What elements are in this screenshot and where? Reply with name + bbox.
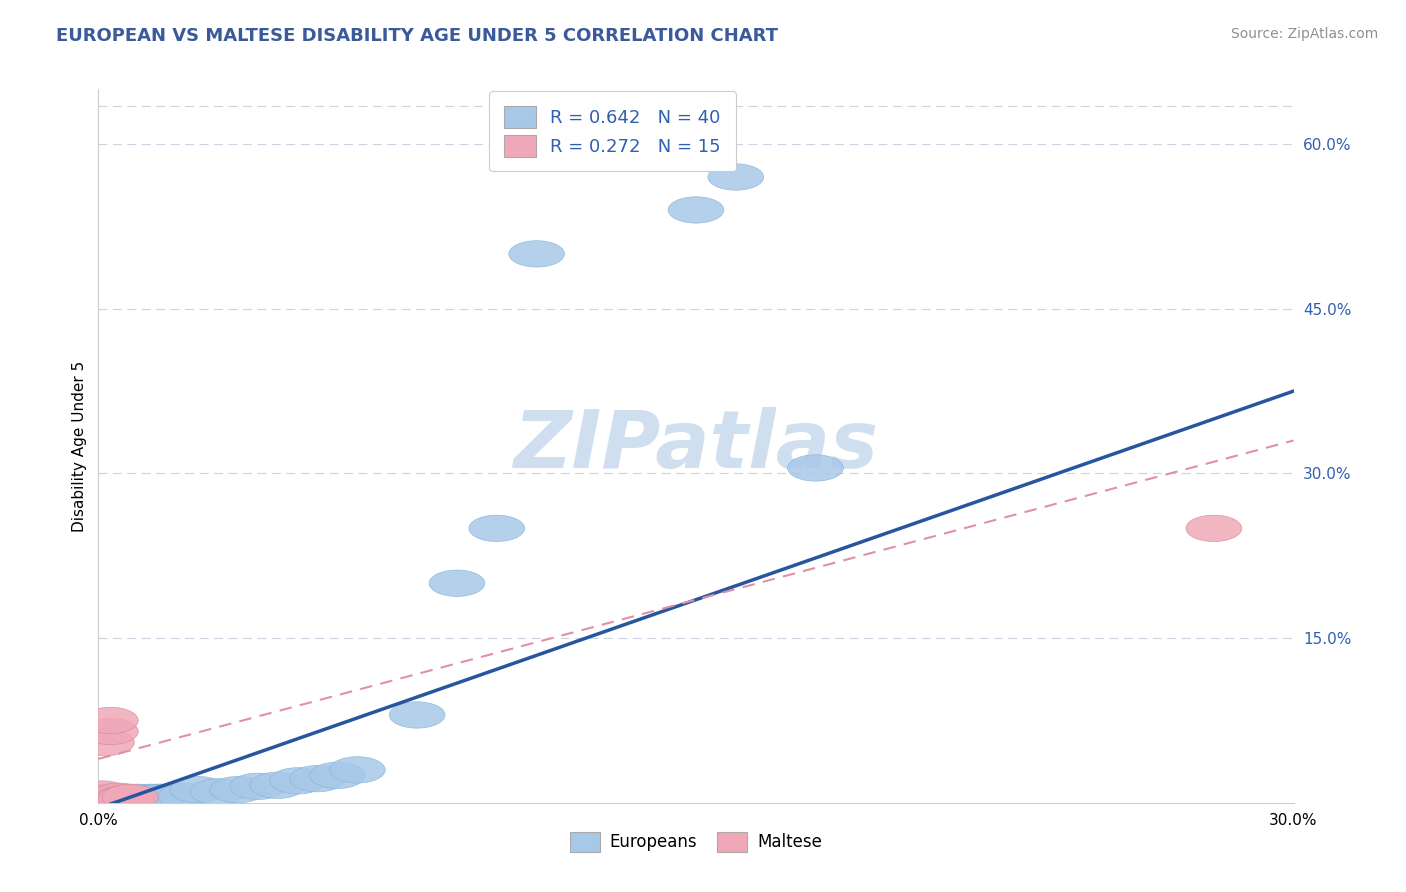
Ellipse shape [79, 787, 135, 813]
Ellipse shape [170, 776, 226, 803]
Ellipse shape [79, 787, 135, 813]
Ellipse shape [90, 787, 146, 813]
Ellipse shape [190, 779, 246, 805]
Ellipse shape [135, 784, 190, 811]
Ellipse shape [98, 785, 155, 812]
Ellipse shape [290, 765, 346, 792]
Ellipse shape [90, 784, 146, 811]
Text: ZIPatlas: ZIPatlas [513, 407, 879, 485]
Text: EUROPEAN VS MALTESE DISABILITY AGE UNDER 5 CORRELATION CHART: EUROPEAN VS MALTESE DISABILITY AGE UNDER… [56, 27, 779, 45]
Ellipse shape [90, 783, 146, 809]
Ellipse shape [270, 768, 326, 794]
Ellipse shape [509, 241, 565, 267]
Ellipse shape [98, 785, 155, 812]
Ellipse shape [87, 787, 142, 813]
Ellipse shape [231, 773, 285, 799]
Ellipse shape [159, 783, 214, 809]
Ellipse shape [75, 780, 131, 807]
Ellipse shape [118, 785, 174, 812]
Ellipse shape [87, 785, 142, 812]
Ellipse shape [470, 516, 524, 541]
Ellipse shape [250, 772, 305, 798]
Ellipse shape [103, 784, 159, 811]
Ellipse shape [75, 788, 131, 814]
Ellipse shape [87, 784, 142, 811]
Ellipse shape [131, 784, 186, 811]
Y-axis label: Disability Age Under 5: Disability Age Under 5 [72, 360, 87, 532]
Ellipse shape [87, 787, 142, 813]
Ellipse shape [83, 718, 138, 745]
Ellipse shape [787, 455, 844, 481]
Ellipse shape [79, 730, 135, 756]
Ellipse shape [127, 785, 183, 812]
Ellipse shape [90, 785, 146, 812]
Ellipse shape [83, 707, 138, 733]
Ellipse shape [94, 787, 150, 813]
Ellipse shape [1187, 516, 1241, 541]
Ellipse shape [309, 762, 366, 789]
Ellipse shape [94, 785, 150, 812]
Ellipse shape [150, 783, 207, 809]
Text: Source: ZipAtlas.com: Source: ZipAtlas.com [1230, 27, 1378, 41]
Ellipse shape [389, 702, 446, 728]
Ellipse shape [709, 164, 763, 190]
Ellipse shape [103, 787, 159, 813]
Ellipse shape [329, 756, 385, 783]
Ellipse shape [83, 785, 138, 812]
Ellipse shape [114, 787, 170, 813]
Ellipse shape [110, 784, 166, 811]
Ellipse shape [75, 787, 131, 813]
Ellipse shape [79, 785, 135, 812]
Ellipse shape [107, 785, 162, 812]
Legend: Europeans, Maltese: Europeans, Maltese [562, 825, 830, 859]
Ellipse shape [668, 197, 724, 223]
Ellipse shape [122, 784, 179, 811]
Ellipse shape [142, 784, 198, 811]
Ellipse shape [75, 784, 131, 811]
Ellipse shape [75, 784, 131, 811]
Ellipse shape [429, 570, 485, 597]
Ellipse shape [209, 776, 266, 803]
Ellipse shape [110, 785, 166, 812]
